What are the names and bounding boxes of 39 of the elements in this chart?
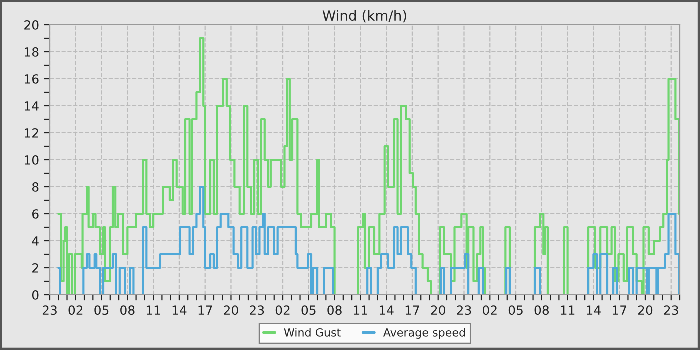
y-tick-label: 10 — [25, 155, 39, 165]
x-tick-label: 14 — [380, 306, 394, 315]
legend-label: Average speed — [383, 328, 466, 339]
y-tick-label: 2 — [32, 263, 38, 273]
legend-label: Wind Gust — [284, 328, 341, 337]
x-tick-label: 17 — [406, 306, 420, 315]
x-tick-label: 17 — [198, 306, 212, 315]
y-tick-label: 0 — [32, 290, 39, 300]
x-tick-label: 02 — [483, 306, 497, 316]
x-tick-label: 23 — [664, 306, 678, 316]
x-tick-label: 20 — [224, 306, 238, 316]
x-tick-label: 11 — [561, 306, 575, 315]
x-tick-label: 14 — [172, 306, 187, 315]
x-tick-label: 11 — [354, 306, 368, 315]
y-tick-label: 20 — [24, 20, 39, 30]
x-tick-label: 14 — [587, 306, 601, 315]
x-tick-label: 02 — [276, 306, 290, 316]
y-tick-label: 18 — [25, 47, 39, 57]
x-tick-label: 11 — [146, 306, 160, 315]
y-tick-label: 12 — [25, 128, 38, 138]
x-tick-label: 05 — [508, 306, 523, 316]
x-tick-label: 08 — [120, 306, 135, 316]
x-tick-label: 02 — [68, 306, 83, 316]
x-tick-label: 08 — [328, 306, 342, 316]
y-tick-label: 6 — [32, 209, 39, 219]
x-tick-label: 23 — [250, 306, 264, 316]
y-tick-label: 14 — [25, 102, 39, 111]
x-tick-label: 17 — [613, 306, 626, 315]
x-tick-label: 05 — [94, 306, 109, 316]
x-tick-label: 08 — [534, 306, 550, 316]
x-tick-label: 05 — [302, 306, 316, 316]
x-tick-label: 23 — [42, 306, 57, 316]
y-tick-label: 4 — [32, 236, 39, 246]
x-tick-label: 23 — [457, 306, 472, 316]
chart-title: Wind (km/h) — [322, 10, 406, 23]
x-tick-label: 20 — [638, 306, 653, 316]
x-tick-label: 20 — [431, 306, 446, 316]
y-tick-label: 16 — [25, 74, 39, 84]
y-tick-label: 8 — [32, 182, 39, 192]
